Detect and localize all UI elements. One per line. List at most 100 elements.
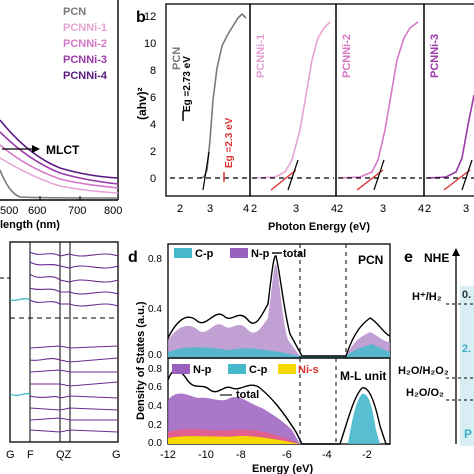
level-h-h2: H⁺/H₂ [412, 291, 442, 303]
ytick: 0.4 [148, 304, 162, 315]
legend-pcnni-1: PCNNi-1 [63, 22, 107, 34]
subpanel-pcnni-1-curve [253, 21, 331, 179]
eg-ni-label: Eg =2.3 eV [224, 117, 235, 168]
subpanel-pcnni-1-frame [249, 3, 337, 197]
legend-cp-swatch [228, 364, 246, 374]
legend-total: total [283, 248, 306, 260]
ytick: 2 [150, 146, 156, 158]
subpanel-pcnni-2-title: PCNNi-2 [341, 34, 353, 78]
dos-bot-total-curve [167, 369, 390, 445]
ytick: 0.6 [148, 382, 162, 393]
kpoint-label: QZ [56, 449, 72, 461]
xtick: -10 [198, 449, 214, 461]
pcnni-2-curve [0, 144, 119, 189]
subpanel-pcnni-2-frame [335, 3, 425, 197]
pcn-curve [0, 169, 119, 199]
ytick: 0.4 [148, 401, 162, 412]
kpoint-label: G [6, 449, 15, 461]
legend-nis: Ni-s [298, 364, 319, 376]
legend-cp-bottom: C-p [249, 364, 268, 376]
subpanel-pcn-title: PCN [171, 47, 183, 70]
dos-bottom-title: M-L unit [340, 369, 386, 383]
tangent-red [356, 169, 384, 191]
xtick: -4 [322, 449, 332, 461]
ytick: 0.2 [148, 420, 162, 431]
xtick: -12 [160, 449, 176, 461]
ytick: 8 [150, 65, 156, 77]
band-lines [29, 251, 119, 433]
panel-c: G F QZ G [0, 241, 121, 461]
tick: 3 [463, 203, 469, 215]
panel-b-letter: b [136, 9, 146, 26]
ytick: 12 [144, 11, 156, 23]
ytick: 0.0 [148, 350, 162, 361]
tick: 2 [425, 203, 431, 215]
tick: 4 [331, 203, 337, 215]
subpanel-pcnni-1-title: PCNNi-1 [255, 34, 267, 78]
ytick: 10 [144, 38, 156, 50]
legend-pcnni-3: PCNNi-3 [63, 54, 107, 66]
ytick: 0.8 [148, 254, 162, 265]
tangent-red [270, 169, 297, 191]
legend-pcnni-2: PCNNi-2 [63, 38, 107, 50]
panel-b-xlabel: Photon Energy (eV) [268, 221, 370, 233]
pcnni-3-curve [0, 131, 119, 185]
tick: 2 [177, 203, 183, 215]
tick: 2 [251, 203, 257, 215]
legend-cp: C-p [195, 248, 214, 260]
ytick: 0 [150, 173, 156, 185]
subpanel-pcnni-3-curve [427, 94, 474, 179]
subpanel-pcn-curve [199, 12, 247, 179]
tangent-red [443, 169, 471, 191]
legend-nis-swatch [278, 364, 296, 374]
nhe-arrow [452, 248, 460, 256]
ytick: 0.0 [148, 438, 162, 449]
nhe-title: NHE [424, 251, 449, 265]
ytick: 4 [150, 119, 156, 131]
subpanel-pcnni-3-frame [423, 3, 474, 197]
mlct-label: MLCT [46, 143, 80, 157]
tick: 2 [337, 203, 343, 215]
subpanel-pcnni-2-curve [339, 21, 419, 179]
xtick: -8 [236, 449, 246, 461]
level-h2o-o2: H₂O/O₂ [406, 387, 444, 399]
ytick: 6 [150, 92, 156, 104]
panel-a-tick-500: 500 [0, 205, 18, 217]
panel-a-legend: PCN PCNNi-1 PCNNi-2 PCNNi-3 PCNNi-4 [63, 6, 108, 82]
panel-a-tick-600: 600 [28, 205, 46, 217]
tangent-black [287, 159, 299, 191]
dos-bottom-total-label: total [236, 389, 259, 401]
dos-bot-cp-fill [348, 393, 380, 444]
tick: 3 [207, 203, 213, 215]
subpanel-pcnni-3-title: PCNNi-3 [429, 34, 441, 78]
tangent-pcn [202, 151, 210, 191]
panel-e: e NHE 0. 2. H⁺/H₂ H₂O/H₂O₂ H₂O/O₂ P [398, 248, 474, 446]
kpoint-label: G [112, 449, 121, 461]
tick: 3 [293, 203, 299, 215]
nhe-value: 2. [462, 343, 471, 355]
legend-np: N-p [251, 248, 270, 260]
level-h2o-h2o2: H₂O/H₂O₂ [398, 365, 449, 377]
eg-pcn-label: Eg =2.73 eV [182, 56, 193, 112]
panel-a-xlabel: length (nm) [0, 219, 60, 231]
dos-top-cp-fill [168, 344, 390, 358]
ytick: 0.8 [148, 364, 162, 375]
panel-a-tick-800: 800 [104, 205, 122, 217]
nhe-value: 0. [462, 289, 471, 301]
tangent-black [461, 159, 473, 191]
kpoint-label: F [27, 449, 34, 461]
panel-b-ylabel: (ahv)² [135, 87, 149, 120]
pcnni-4-curve [0, 119, 119, 179]
legend-pcn: PCN [63, 6, 86, 18]
tick: 3 [380, 203, 386, 215]
nhe-partial: P [464, 427, 472, 441]
legend-np-bottom: N-p [193, 364, 212, 376]
panel-d-xlabel: Energy (eV) [252, 463, 313, 474]
pcnni-1-curve [0, 157, 119, 194]
dos-top-np-fill [168, 263, 390, 358]
panel-d: d Density of States (a.u.) 0.0 0.4 0.8 C… [128, 243, 391, 474]
xtick: -6 [282, 449, 292, 461]
dos-bot-nis-fill [168, 436, 300, 444]
panel-a: MLCT PCN PCNNi-1 PCNNi-2 PCNNi-3 PCNNi-4… [0, 0, 122, 231]
